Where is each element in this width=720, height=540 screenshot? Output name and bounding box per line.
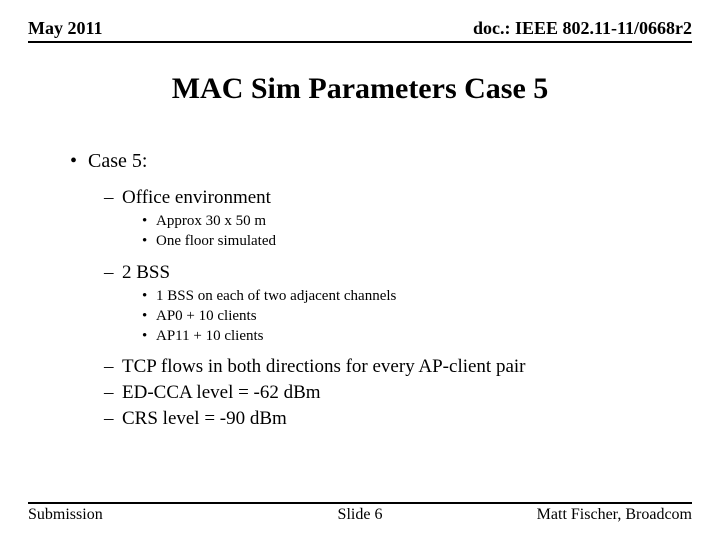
l2-text: TCP flows in both directions for every A… xyxy=(122,356,526,377)
bullet-level2: –ED-CCA level = -62 dBm xyxy=(104,382,680,404)
bullet-level3: •AP11 + 10 clients xyxy=(142,326,680,346)
l2-text: 2 BSS xyxy=(122,262,170,283)
l2-text: CRS level = -90 dBm xyxy=(122,408,287,429)
l2-text: ED-CCA level = -62 dBm xyxy=(122,382,321,403)
header-doc: doc.: IEEE 802.11-11/0668r2 xyxy=(473,18,692,39)
footer: Submission Slide 6 Matt Fischer, Broadco… xyxy=(28,502,692,524)
bullet-level3: •One floor simulated xyxy=(142,231,680,251)
slide-title: MAC Sim Parameters Case 5 xyxy=(0,72,720,106)
bullet-level3: •AP0 + 10 clients xyxy=(142,306,680,326)
header-date: May 2011 xyxy=(28,18,103,39)
header: May 2011 doc.: IEEE 802.11-11/0668r2 xyxy=(28,18,692,43)
bullet-level2: –CRS level = -90 dBm xyxy=(104,408,680,430)
footer-center: Slide 6 xyxy=(28,506,692,524)
l1-text: Case 5: xyxy=(88,150,147,172)
bullet-level2: –TCP flows in both directions for every … xyxy=(104,356,680,378)
bullet-level1: •Case 5: xyxy=(70,150,680,173)
bullet-level2: –Office environment xyxy=(104,187,680,209)
bullet-level2: –2 BSS xyxy=(104,262,680,284)
slide-body: •Case 5: –Office environment •Approx 30 … xyxy=(70,150,680,432)
bullet-level3: •Approx 30 x 50 m xyxy=(142,211,680,231)
l2-text: Office environment xyxy=(122,187,271,208)
bullet-level3: •1 BSS on each of two adjacent channels xyxy=(142,286,680,306)
